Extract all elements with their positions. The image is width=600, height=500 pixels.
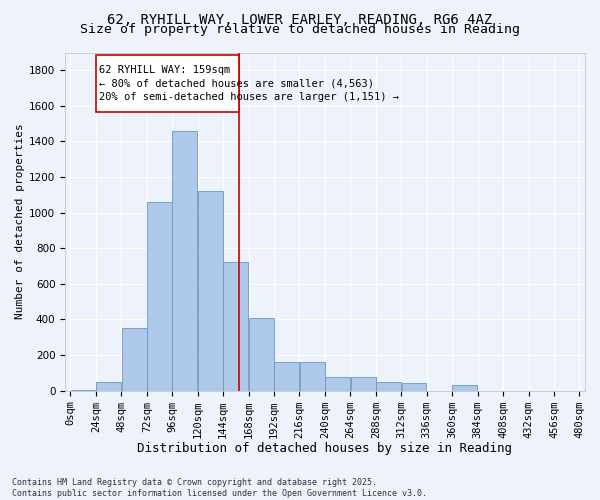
Bar [122,328,146,390]
Bar [172,131,197,390]
Bar [249,318,274,390]
Bar [147,202,172,390]
Bar [223,262,248,390]
Y-axis label: Number of detached properties: Number of detached properties [15,124,25,320]
Bar [96,382,121,390]
Text: 62 RYHILL WAY: 159sqm
← 80% of detached houses are smaller (4,563)
20% of semi-d: 62 RYHILL WAY: 159sqm ← 80% of detached … [99,66,399,102]
Text: Contains HM Land Registry data © Crown copyright and database right 2025.
Contai: Contains HM Land Registry data © Crown c… [12,478,427,498]
Bar [274,362,299,390]
Text: Size of property relative to detached houses in Reading: Size of property relative to detached ho… [80,22,520,36]
Bar [300,362,325,390]
Bar [198,192,223,390]
Bar [325,378,350,390]
Bar [96,55,239,112]
Bar [452,386,478,390]
X-axis label: Distribution of detached houses by size in Reading: Distribution of detached houses by size … [137,442,512,455]
Bar [350,378,376,390]
Bar [401,384,427,390]
Bar [376,382,401,390]
Text: 62, RYHILL WAY, LOWER EARLEY, READING, RG6 4AZ: 62, RYHILL WAY, LOWER EARLEY, READING, R… [107,12,493,26]
